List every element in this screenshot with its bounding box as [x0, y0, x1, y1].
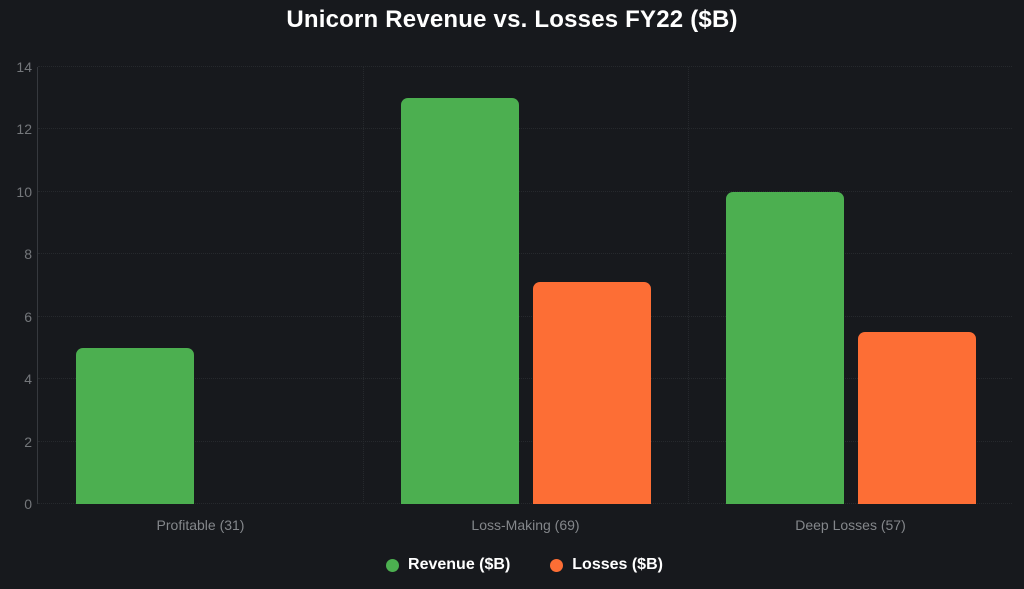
- gridline: [38, 253, 1012, 255]
- y-tick-label: 10: [16, 183, 32, 200]
- losses-bar[interactable]: [857, 332, 976, 504]
- y-tick-label: 4: [24, 371, 32, 388]
- category-label: Profitable (31): [156, 517, 245, 533]
- category-label: Loss-Making (69): [471, 517, 580, 533]
- y-tick-label: 2: [24, 433, 32, 450]
- category-label: Deep Losses (57): [795, 517, 906, 533]
- legend-dot-icon: [550, 558, 564, 572]
- gridline: [38, 378, 1012, 380]
- gridline: [38, 503, 1012, 504]
- y-tick-label: 14: [16, 59, 32, 75]
- category-group: Loss-Making (69): [363, 67, 688, 533]
- category-separator-gridline: [688, 67, 689, 504]
- legend-dot-icon: [386, 558, 400, 572]
- legend: Revenue ($B) Losses ($B): [37, 551, 1012, 579]
- revenue-bar[interactable]: [725, 191, 844, 504]
- y-tick-label: 8: [24, 246, 32, 263]
- plot-area: 0 2 4 6 8 10 12 14 Profitable (31) Loss-Making (6…: [16, 59, 1013, 533]
- revenue-bar[interactable]: [75, 347, 194, 504]
- category-group: Deep Losses (57): [688, 67, 1013, 533]
- legend-item-losses[interactable]: Losses ($B): [550, 556, 663, 574]
- chart-title: Unicorn Revenue vs. Losses FY22 ($B): [286, 6, 738, 33]
- legend-label: Losses ($B): [572, 556, 663, 573]
- legend-item-revenue[interactable]: Revenue ($B): [386, 556, 510, 574]
- y-tick-label: 0: [24, 496, 32, 512]
- y-tick-label: 6: [24, 308, 32, 325]
- gridline: [38, 440, 1012, 442]
- revenue-bar[interactable]: [400, 98, 519, 504]
- category-separator-gridline: [363, 67, 364, 504]
- y-tick-label: 12: [16, 121, 32, 138]
- losses-bar[interactable]: [532, 282, 651, 504]
- gridline: [38, 66, 1012, 67]
- gridline: [38, 190, 1012, 192]
- category-group: Profitable (31): [38, 67, 363, 533]
- legend-label: Revenue ($B): [408, 556, 511, 573]
- gridline: [38, 128, 1012, 130]
- gridline: [38, 315, 1012, 317]
